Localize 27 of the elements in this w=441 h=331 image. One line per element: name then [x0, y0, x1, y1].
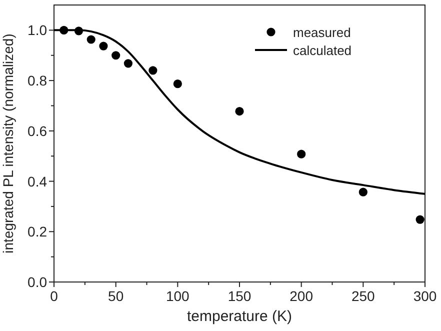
- point: [416, 215, 424, 224]
- point: [173, 80, 182, 88]
- y-tick-label: 1.0: [28, 22, 48, 38]
- y-axis-title: integrated PL intensity (normalized): [0, 34, 16, 254]
- point: [297, 150, 306, 158]
- y-tick-label: 0.6: [28, 122, 48, 139]
- x-axis-title: temperature (K): [186, 308, 292, 325]
- y-tick-label: 0.4: [28, 173, 48, 190]
- y-tick-label: 0.2: [28, 224, 48, 240]
- point: [112, 51, 120, 60]
- point: [235, 106, 244, 116]
- point: [124, 59, 132, 68]
- point: [148, 66, 158, 75]
- y-tick-label: 0.8: [28, 72, 48, 89]
- point: [99, 42, 108, 50]
- x-tick-label: 300: [413, 288, 437, 304]
- point: [86, 35, 96, 44]
- point: [358, 188, 368, 196]
- text: 0.0: [28, 274, 47, 290]
- legend-label: calculated: [293, 43, 352, 58]
- legend-label: measured: [293, 25, 351, 40]
- x-tick-label: 50: [108, 288, 124, 304]
- x-tick-label: 0: [50, 288, 58, 304]
- x-tick-label: 150: [228, 288, 252, 304]
- x-tick-label: 250: [351, 288, 376, 304]
- x-tick-label: 100: [166, 288, 190, 304]
- x-tick-label: 200: [290, 288, 314, 304]
